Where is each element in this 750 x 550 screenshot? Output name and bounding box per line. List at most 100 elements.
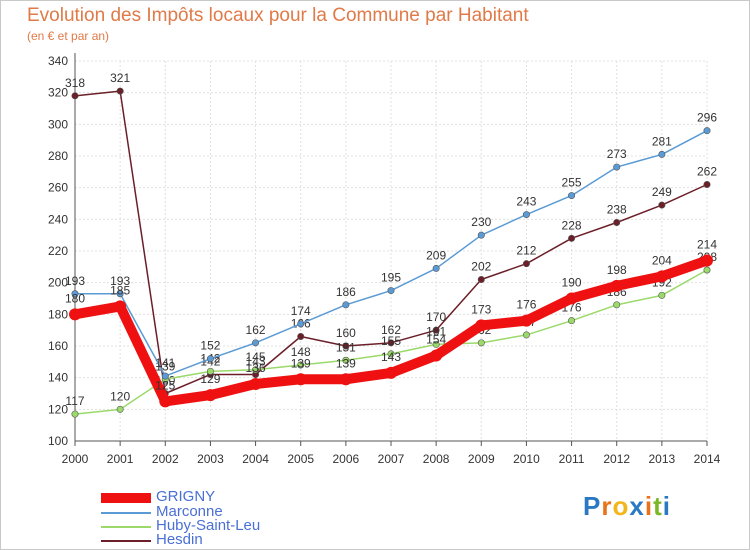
legend-swatch-hesdin (101, 540, 151, 542)
data-point-grigny-2010 (520, 314, 533, 327)
data-label-hesdin-2009: 202 (471, 260, 491, 274)
data-point-hesdin-2013 (658, 201, 666, 209)
legend-label-grigny: GRIGNY (156, 488, 216, 505)
x-tick-label-2014: 2014 (694, 452, 721, 466)
data-point-marconne-2008 (432, 264, 440, 272)
data-label-grigny-2010: 176 (516, 298, 536, 312)
data-point-marconne-2010 (522, 211, 530, 219)
x-tick-label-2002: 2002 (152, 452, 179, 466)
logo-letter: t (653, 491, 663, 521)
data-point-grigny-2009 (475, 319, 488, 332)
y-tick-label-140: 140 (48, 371, 68, 385)
logo-letter: i (644, 491, 654, 521)
data-label-hesdin-2006: 160 (336, 326, 356, 340)
x-tick-label-2005: 2005 (287, 452, 314, 466)
data-point-huby-saint-leu-2006 (342, 356, 350, 364)
data-point-marconne-2014 (703, 127, 711, 135)
chart-title: Evolution des Impôts locaux pour la Comm… (27, 5, 529, 26)
data-label-huby-saint-leu-2000: 117 (65, 394, 84, 408)
data-point-grigny-2005 (294, 373, 307, 386)
data-label-hesdin-2010: 212 (516, 244, 536, 258)
data-point-huby-saint-leu-2000 (71, 410, 79, 418)
x-tick-label-2013: 2013 (649, 452, 676, 466)
chart-subtitle: (en € et par an) (27, 29, 110, 43)
data-label-hesdin-2008: 170 (426, 310, 446, 324)
data-point-marconne-2004 (252, 339, 260, 347)
data-point-huby-saint-leu-2009 (477, 339, 485, 347)
data-point-marconne-2007 (387, 287, 395, 295)
data-label-hesdin-2004: 143 (246, 355, 266, 369)
data-label-huby-saint-leu-2005: 148 (291, 345, 311, 359)
data-point-marconne-2003 (206, 355, 214, 363)
data-label-marconne-2010: 243 (516, 195, 536, 209)
y-tick-label-340: 340 (48, 54, 68, 68)
data-point-huby-saint-leu-2012 (613, 301, 621, 309)
data-point-huby-saint-leu-2005 (297, 361, 305, 369)
data-point-grigny-2000 (69, 308, 81, 321)
data-point-grigny-2012 (610, 279, 623, 292)
data-point-marconne-2005 (297, 320, 305, 328)
data-point-hesdin-2012 (613, 219, 621, 227)
data-point-grigny-2003 (204, 389, 217, 402)
data-label-marconne-2011: 255 (562, 176, 582, 190)
y-tick-label-100: 100 (48, 434, 68, 448)
data-point-hesdin-2011 (568, 234, 576, 242)
logo-letter: r (601, 491, 613, 521)
data-label-grigny-2008: 154 (426, 333, 446, 347)
data-label-grigny-2003: 129 (200, 372, 220, 386)
data-label-grigny-2009: 173 (471, 302, 491, 316)
x-tick-label-2011: 2011 (559, 452, 585, 466)
x-tick-label-2009: 2009 (468, 452, 495, 466)
data-label-marconne-2012: 273 (607, 147, 627, 161)
data-label-hesdin-2000: 318 (65, 76, 85, 90)
data-label-marconne-2004: 162 (246, 323, 266, 337)
x-tick-label-2004: 2004 (242, 452, 269, 466)
data-label-marconne-2006: 186 (336, 285, 356, 299)
data-point-hesdin-2005 (297, 332, 305, 340)
data-point-marconne-2001 (116, 290, 124, 298)
data-point-huby-saint-leu-2007 (387, 350, 395, 358)
data-label-grigny-2007: 143 (381, 350, 401, 364)
data-label-huby-saint-leu-2007: 155 (381, 334, 401, 348)
data-label-hesdin-2007: 162 (381, 323, 401, 337)
proxiti-logo: Proxiti (583, 491, 671, 522)
y-tick-label-260: 260 (48, 181, 68, 195)
data-label-hesdin-2011: 228 (562, 218, 582, 232)
data-point-huby-saint-leu-2001 (116, 405, 124, 413)
data-point-huby-saint-leu-2013 (658, 291, 666, 299)
data-label-grigny-2002: 125 (155, 378, 175, 392)
data-point-hesdin-2008 (432, 326, 440, 334)
data-point-hesdin-2001 (116, 87, 124, 95)
y-tick-label-220: 220 (48, 244, 68, 258)
data-label-huby-saint-leu-2006: 151 (336, 340, 356, 354)
y-tick-label-180: 180 (48, 307, 68, 321)
data-label-marconne-2007: 195 (381, 271, 401, 285)
data-label-marconne-2014: 296 (697, 111, 717, 125)
data-point-huby-saint-leu-2014 (703, 266, 711, 274)
data-label-marconne-2000: 193 (65, 274, 85, 288)
data-label-marconne-2013: 281 (652, 134, 672, 148)
data-point-grigny-2008 (430, 349, 443, 362)
data-label-huby-saint-leu-2004: 145 (246, 350, 266, 364)
data-point-huby-saint-leu-2010 (522, 331, 530, 339)
data-point-marconne-2012 (613, 163, 621, 171)
data-point-huby-saint-leu-2011 (568, 317, 576, 325)
data-point-hesdin-2009 (477, 275, 485, 283)
x-tick-label-2006: 2006 (333, 452, 360, 466)
data-point-huby-saint-leu-2008 (432, 340, 440, 348)
data-point-hesdin-2010 (522, 260, 530, 268)
data-label-hesdin-2012: 238 (607, 203, 627, 217)
data-point-hesdin-2000 (71, 92, 79, 100)
data-point-marconne-2013 (658, 150, 666, 158)
data-label-grigny-2006: 139 (336, 356, 356, 370)
legend-label-huby-saint-leu: Huby-Saint-Leu (156, 517, 261, 534)
y-tick-label-300: 300 (48, 117, 68, 131)
legend-swatch-huby-saint-leu (101, 526, 151, 528)
data-point-grigny-2002 (159, 395, 172, 408)
data-label-hesdin-2014: 262 (697, 165, 717, 179)
data-label-grigny-2014: 214 (697, 238, 717, 252)
legend-label-marconne: Marconne (156, 503, 223, 520)
data-label-marconne-2002: 141 (155, 356, 175, 370)
y-tick-label-240: 240 (48, 212, 68, 226)
